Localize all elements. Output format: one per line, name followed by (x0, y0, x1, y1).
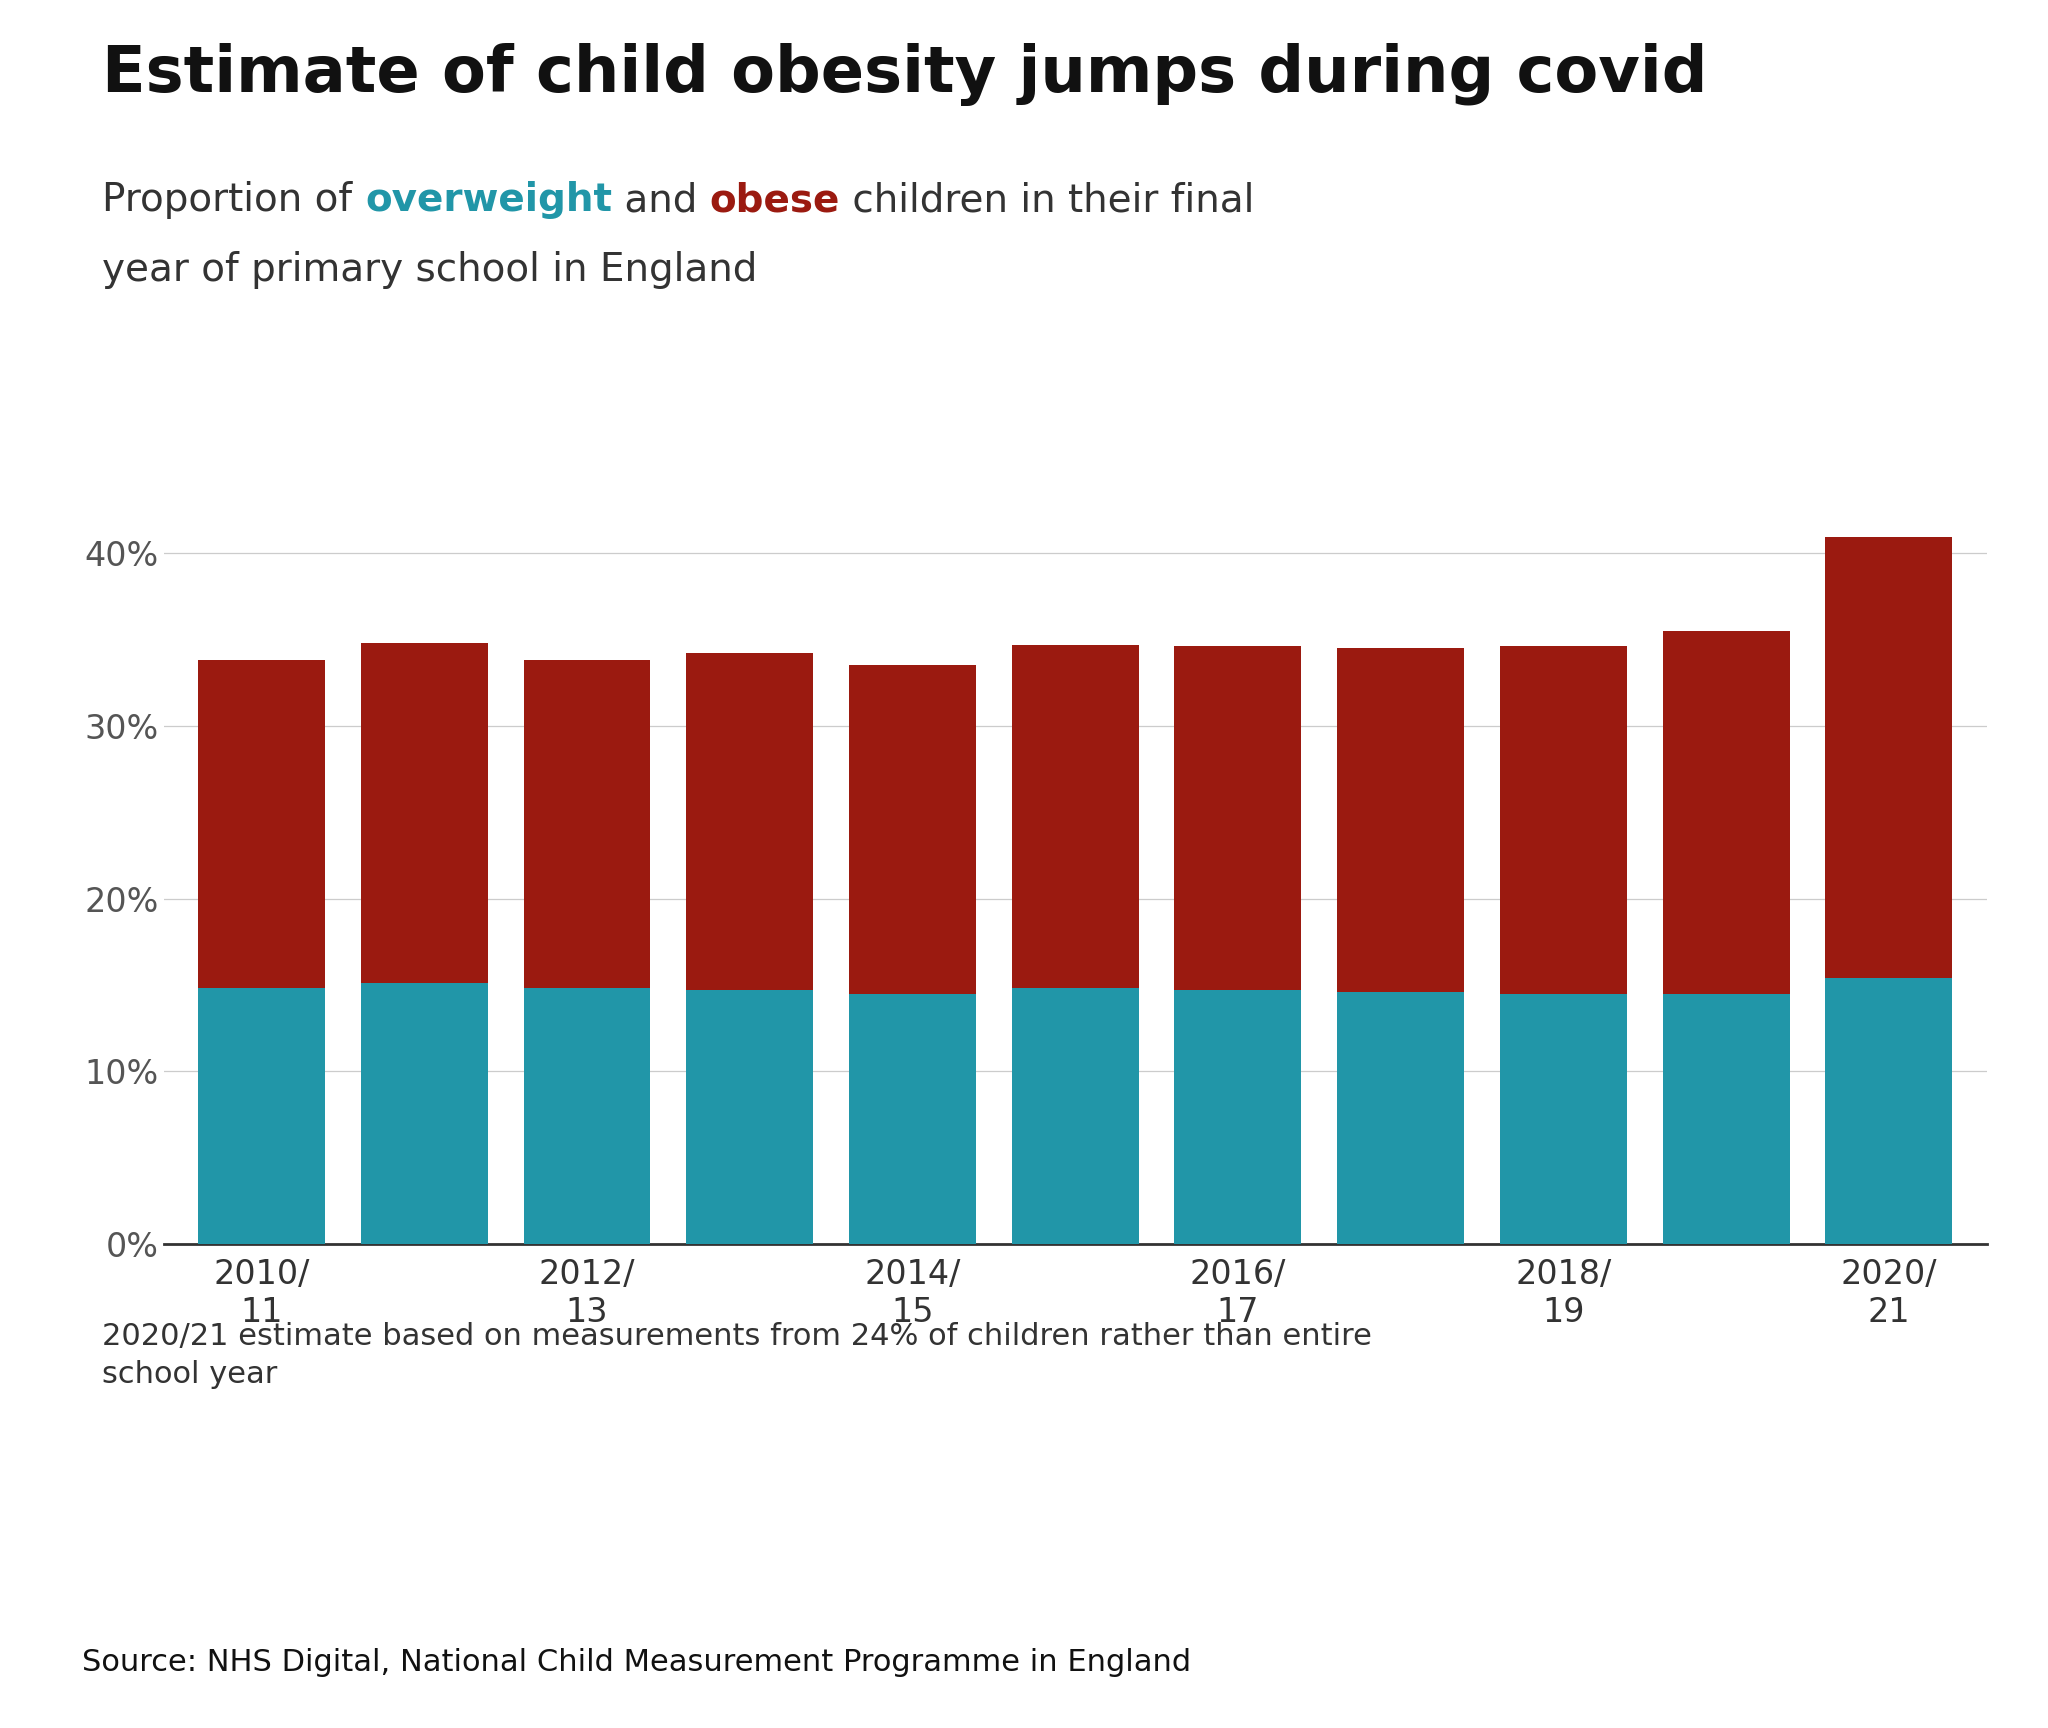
Bar (850, 994, 977, 1244)
Bar (524, 988, 651, 1244)
Bar (850, 665, 977, 994)
Bar (1174, 990, 1300, 1244)
Bar (199, 660, 326, 988)
Bar (1174, 646, 1300, 990)
Bar (1012, 988, 1139, 1244)
Bar (360, 643, 487, 983)
Bar (1499, 646, 1626, 994)
Text: year of primary school in England: year of primary school in England (102, 251, 758, 289)
Bar (686, 990, 813, 1244)
Text: Source: NHS Digital, National Child Measurement Programme in England: Source: NHS Digital, National Child Meas… (82, 1649, 1192, 1676)
Text: Estimate of child obesity jumps during covid: Estimate of child obesity jumps during c… (102, 43, 1708, 105)
Bar (1012, 645, 1139, 988)
Bar (199, 988, 326, 1244)
Bar (1663, 631, 1790, 994)
Text: 2020/21 estimate based on measurements from 24% of children rather than entire
s: 2020/21 estimate based on measurements f… (102, 1322, 1372, 1389)
Text: Proportion of: Proportion of (102, 181, 365, 219)
Text: overweight: overweight (365, 181, 612, 219)
Bar (1663, 994, 1790, 1244)
Bar (1499, 994, 1626, 1244)
Bar (1825, 537, 1952, 978)
Bar (524, 660, 651, 988)
Text: and: and (612, 181, 711, 219)
Bar (1337, 648, 1464, 992)
Text: BBC: BBC (1849, 1647, 1929, 1680)
Bar (360, 983, 487, 1244)
Bar (1337, 992, 1464, 1244)
Text: children in their final: children in their final (840, 181, 1253, 219)
Bar (1825, 978, 1952, 1244)
Text: obese: obese (711, 181, 840, 219)
Bar (686, 653, 813, 990)
